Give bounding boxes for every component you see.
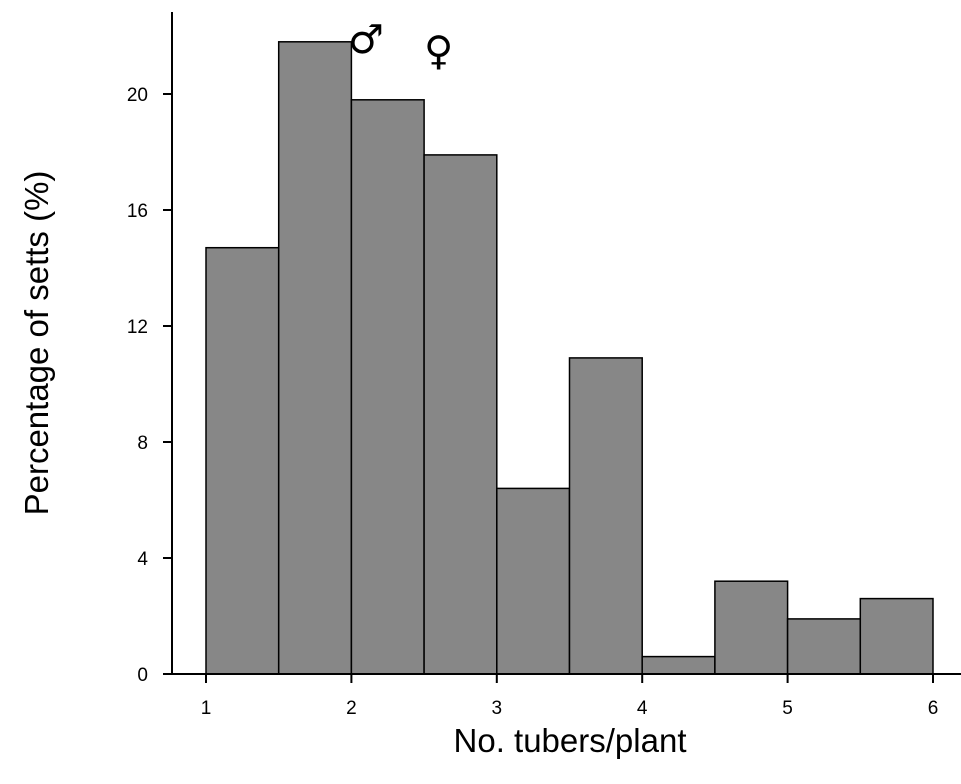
histogram-bar bbox=[568, 357, 643, 675]
y-tick-label: 16 bbox=[127, 201, 148, 222]
x-tick-label: 5 bbox=[782, 698, 793, 719]
y-tick-label: 8 bbox=[137, 433, 148, 454]
x-tick-label: 3 bbox=[492, 698, 503, 719]
histogram-bar bbox=[277, 41, 353, 675]
y-tick-label: 12 bbox=[127, 317, 148, 338]
histogram-bar bbox=[205, 246, 280, 675]
male-symbol-annotation: ♂ bbox=[348, 17, 384, 63]
y-tick-label: 4 bbox=[137, 549, 148, 570]
histogram-bar bbox=[786, 618, 862, 675]
bars-group bbox=[205, 41, 934, 675]
histogram-bar bbox=[423, 154, 498, 675]
x-tick-label: 2 bbox=[346, 698, 357, 719]
y-ticks-group: 0 4 8 12 16 20 bbox=[127, 85, 172, 686]
histogram-bar bbox=[714, 580, 789, 675]
x-tick-label: 1 bbox=[201, 698, 212, 719]
y-tick-label: 0 bbox=[137, 665, 148, 686]
annotations-group: ♂ ♀ bbox=[348, 17, 453, 75]
histogram-bar bbox=[496, 487, 571, 675]
y-axis-title: Percentage of setts (%) bbox=[18, 171, 55, 516]
histogram-bar bbox=[641, 655, 716, 675]
x-axis-title: No. tubers/plant bbox=[454, 722, 687, 759]
x-tick-label: 6 bbox=[928, 698, 939, 719]
histogram-bar bbox=[350, 99, 425, 675]
x-ticks-group: 1 2 3 4 5 6 bbox=[201, 674, 939, 719]
female-symbol-annotation: ♀ bbox=[424, 29, 453, 75]
y-tick-label: 20 bbox=[127, 85, 148, 106]
x-tick-label: 4 bbox=[637, 698, 648, 719]
histogram-bar bbox=[859, 597, 934, 675]
